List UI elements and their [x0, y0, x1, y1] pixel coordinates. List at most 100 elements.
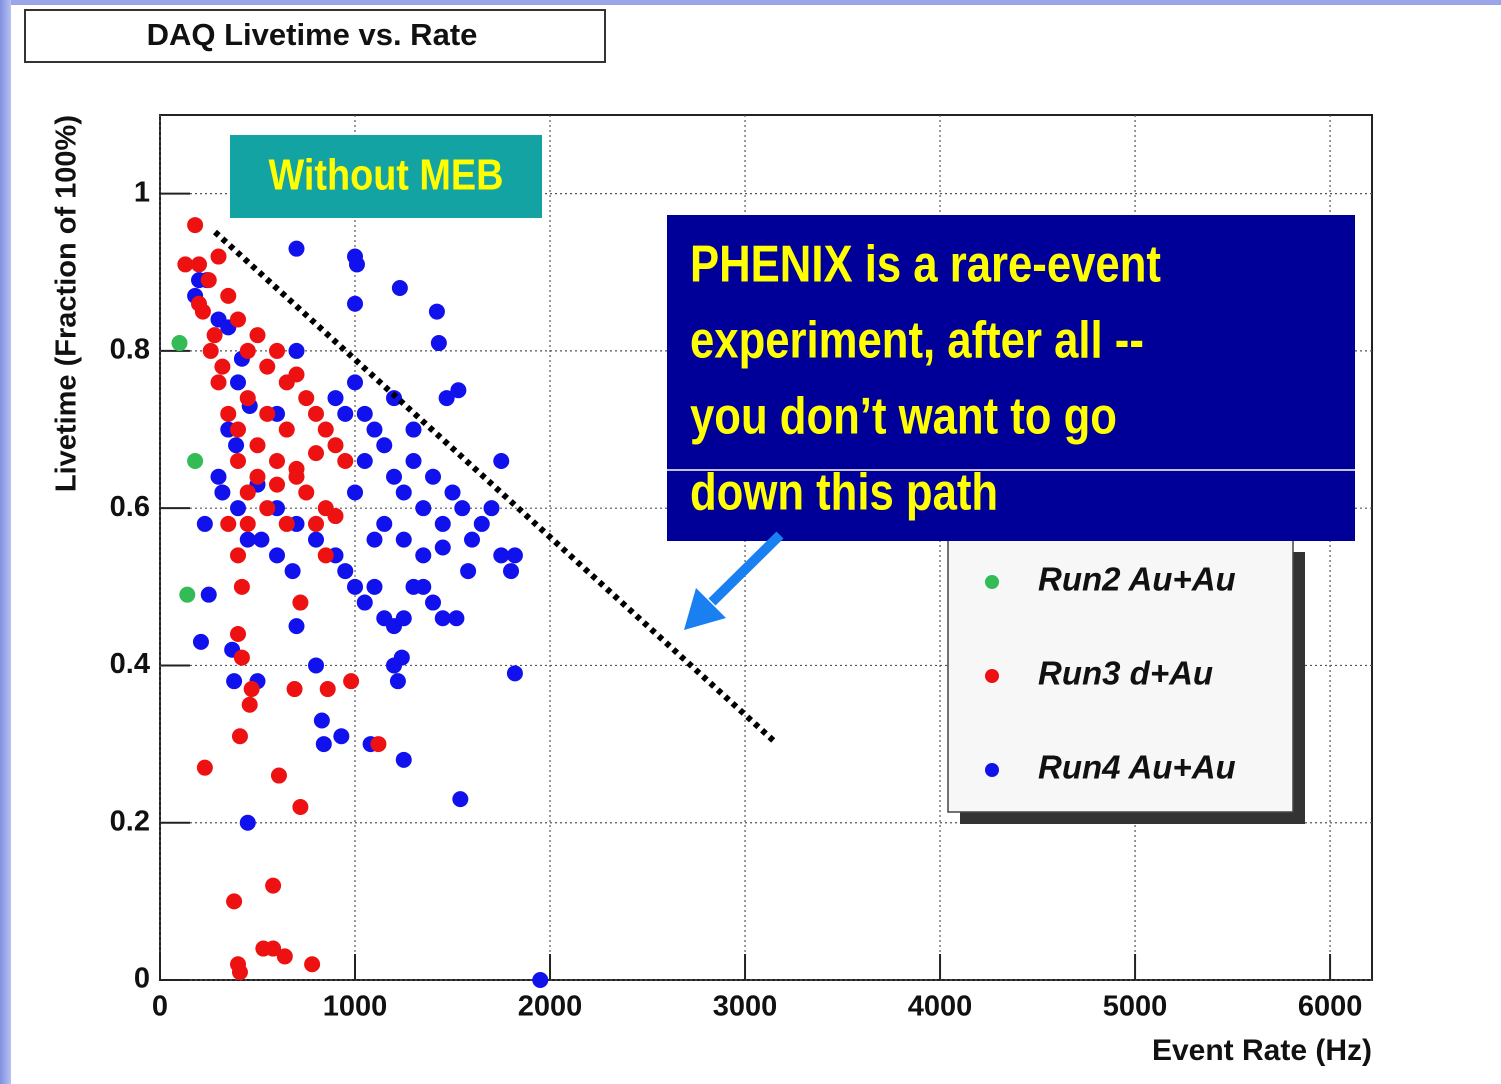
data-point — [395, 531, 412, 548]
data-point — [230, 547, 247, 564]
data-point — [347, 578, 364, 595]
data-point — [239, 484, 256, 501]
data-point — [366, 421, 383, 438]
data-point — [370, 736, 387, 753]
x-tick-label: 0 — [152, 991, 168, 1023]
data-point — [239, 814, 256, 831]
data-point — [448, 610, 465, 627]
legend-marker — [985, 669, 999, 683]
data-point — [506, 665, 523, 682]
callout-box — [667, 215, 1355, 541]
data-point — [249, 468, 266, 485]
data-point — [425, 594, 442, 611]
data-point — [214, 358, 231, 375]
data-point — [473, 515, 490, 532]
data-point — [226, 893, 243, 910]
data-point — [288, 240, 305, 257]
data-point — [202, 342, 219, 359]
dotted-guide — [212, 229, 778, 745]
data-point — [276, 948, 293, 965]
x-tick-label: 1000 — [323, 991, 388, 1023]
data-point — [210, 468, 227, 485]
data-point — [298, 390, 315, 407]
data-point — [313, 712, 330, 729]
data-point — [288, 460, 305, 477]
data-point — [286, 681, 303, 698]
data-point — [292, 799, 309, 815]
annotation-text: Without MEB — [269, 150, 504, 199]
x-tick-label: 6000 — [1298, 991, 1363, 1023]
x-tick-label: 5000 — [1103, 991, 1168, 1023]
data-point — [210, 248, 227, 265]
callout-text: down this path — [690, 464, 998, 521]
data-point — [259, 358, 276, 375]
data-point — [239, 531, 256, 548]
data-point — [319, 681, 336, 698]
data-point — [284, 563, 301, 580]
data-point — [356, 405, 373, 422]
data-point — [196, 759, 213, 776]
data-point — [425, 468, 442, 485]
x-axis-label: Event Rate (Hz) — [1152, 1034, 1372, 1067]
data-point — [206, 327, 223, 344]
data-point — [348, 256, 365, 273]
x-tick-label: 4000 — [908, 991, 973, 1023]
data-point — [395, 610, 412, 627]
data-point — [292, 594, 309, 611]
data-point — [347, 374, 364, 391]
data-point — [241, 696, 258, 713]
data-point — [450, 382, 467, 399]
data-point — [220, 515, 237, 532]
data-point — [395, 484, 412, 501]
data-point — [196, 515, 213, 532]
data-point — [269, 547, 286, 564]
data-point — [304, 956, 321, 973]
data-point — [393, 649, 410, 666]
left-strip — [0, 0, 11, 1084]
data-point — [438, 390, 455, 407]
data-point — [454, 500, 471, 517]
data-point — [231, 964, 248, 981]
data-point — [452, 791, 469, 808]
data-point — [230, 311, 247, 328]
x-tick-label: 3000 — [713, 991, 778, 1023]
data-point — [228, 437, 245, 454]
data-point — [259, 500, 276, 517]
data-point — [214, 484, 231, 501]
data-point — [428, 303, 445, 320]
data-point — [278, 421, 295, 438]
legend-label: Run4 Au+Au — [1038, 749, 1236, 786]
top-strip — [0, 0, 1501, 5]
data-point — [243, 681, 260, 698]
y-tick-label: 0.6 — [110, 491, 150, 523]
data-point — [347, 484, 364, 501]
data-point — [231, 728, 248, 745]
data-point — [239, 342, 256, 359]
data-point — [532, 972, 549, 988]
data-point — [493, 453, 510, 469]
data-point — [200, 272, 217, 289]
data-point — [376, 437, 393, 454]
data-point — [177, 256, 194, 273]
data-point — [366, 531, 383, 548]
data-point — [233, 578, 250, 595]
callout-text: experiment, after all -- — [690, 312, 1144, 369]
data-point — [337, 405, 354, 422]
data-point — [191, 256, 208, 273]
callout-text: you don’t want to go — [690, 388, 1117, 445]
data-point — [395, 751, 412, 768]
data-point — [288, 366, 305, 383]
legend-label: Run3 d+Au — [1038, 655, 1213, 692]
data-point — [239, 515, 256, 532]
data-point — [249, 437, 266, 454]
data-point — [220, 287, 237, 304]
data-point — [327, 390, 344, 407]
data-point — [434, 610, 451, 627]
data-point — [269, 342, 286, 359]
title-box — [24, 9, 606, 63]
data-point — [265, 940, 282, 957]
y-tick-label: 0 — [134, 963, 150, 995]
data-point — [327, 508, 344, 525]
data-point — [356, 594, 373, 611]
arrow-head — [684, 588, 726, 630]
